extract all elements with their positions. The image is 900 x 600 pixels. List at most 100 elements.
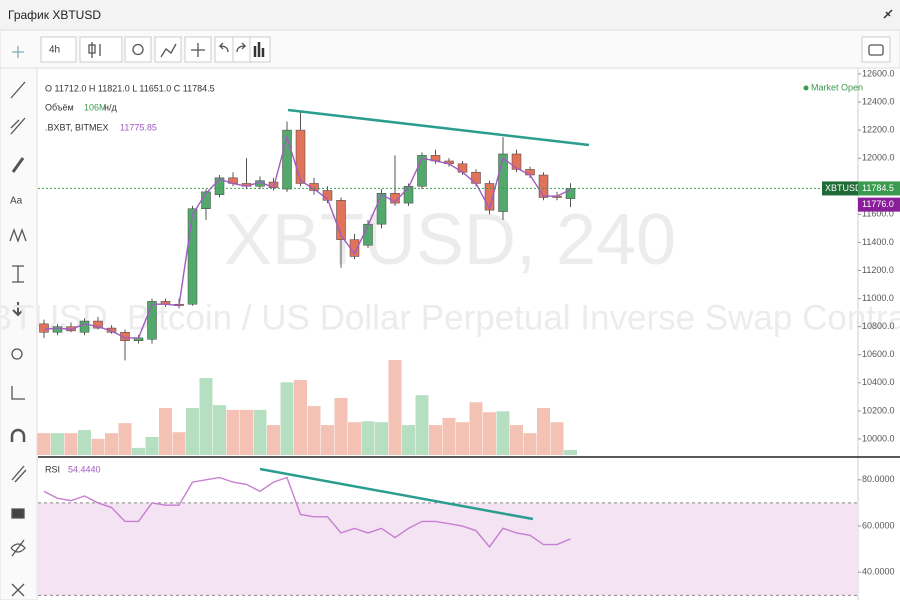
index-legend-name: .BXBT, BITMEX [45,122,109,132]
legend: O 11712.0 H 11821.0 L 11651.0 C 11784.5 … [45,82,863,474]
chart-type-button[interactable] [79,36,123,63]
candle-body [363,223,373,246]
volume-bar [105,433,118,455]
redo-button[interactable] [232,36,252,63]
y-tick-label: 11000.0 [862,293,894,303]
volume-bar [91,438,105,455]
indicators-button[interactable] [154,36,182,63]
compare-icon [191,43,205,57]
y-tick-label: 12400.0 [862,96,895,106]
volume-bar [361,421,375,455]
volume-bar [564,449,577,455]
arrow-tool[interactable] [12,302,24,317]
volume-bar [37,433,51,455]
volume-bar [402,425,415,455]
volume-bar [496,411,510,455]
rsi-line [43,476,571,548]
pattern-tool[interactable] [9,228,27,243]
measure-tool[interactable] [12,265,24,283]
candle-icon [88,42,101,58]
index-line [43,134,571,339]
volume-legend-extra: н/д [104,102,117,112]
volume-bar [118,423,132,455]
y-tick-label: 11600.0 [862,209,894,219]
pin-button[interactable] [883,9,893,19]
rsi-value: 54.4440 [68,464,101,474]
volume-bar [550,422,564,455]
index-tag [858,197,900,212]
window-title: График XBTUSD [8,8,101,22]
price-tag [858,181,900,196]
magnet-tool[interactable] [10,428,26,442]
brush-tool[interactable] [11,157,25,173]
y-tick-label: 11200.0 [862,265,894,275]
watermark-subtitle: XBTUSD, Bitcoin / US Dollar Perpetual In… [0,298,900,337]
rsi-band-group [38,502,858,596]
volume-bar [226,409,240,455]
price-tag-label: 11784.5 [862,183,894,193]
rsi-tick-label: 40.0000 [862,567,895,577]
volume-bar [253,409,267,455]
zoom-tool[interactable] [11,348,23,360]
price-trendline [287,108,590,147]
volume-bar [280,382,294,455]
candle-body [282,129,292,190]
candle-body [525,169,535,176]
volume-bar [64,433,78,455]
rsi-name: RSI [45,464,60,474]
y-tick-label: 10600.0 [862,349,895,359]
text-tool[interactable]: Aa [10,196,23,207]
remove-tool[interactable] [11,583,25,597]
volume-bar [429,425,442,455]
volume-bar [415,395,429,455]
rsi-trendline [259,467,534,521]
indicator-icon [160,43,177,58]
candle-body [538,174,549,198]
candle-body [417,155,427,187]
candle-body [471,171,481,184]
volume-legend-value: 106M [84,102,107,112]
candle-body [498,153,508,212]
volume-bar [267,425,280,455]
candle-body [93,320,103,329]
ohlc-legend: O 11712.0 H 11821.0 L 11651.0 C 11784.5 [45,83,215,93]
index-tag-label: 11776.0 [862,199,894,209]
interval: 4h [49,45,60,56]
y-tick-label: 12200.0 [862,124,895,134]
volume-bar [334,398,348,455]
stay-drawing-tool[interactable] [11,465,27,483]
candle-body [120,332,130,341]
y-tick-label: 11400.0 [862,237,894,247]
candle-body [390,193,400,204]
volume-bar [483,412,496,455]
redo-icon [236,42,247,53]
market-dot [803,85,809,91]
crosshair-tool[interactable] [12,46,24,58]
candle-body [79,320,90,333]
interval-button[interactable] [40,36,77,63]
volume-bar [294,379,307,455]
hide-tool[interactable] [10,539,26,557]
symbol-tag [822,181,858,196]
lock-tool[interactable] [11,508,25,519]
volume-bar [523,433,537,455]
settings-button[interactable] [124,36,152,63]
volume-bar [469,402,483,455]
volume-bar [537,407,550,455]
volume-bar [51,433,64,455]
volume-bar [172,432,186,455]
y-tick-label: 12600.0 [862,68,895,78]
index-legend-value: 11775.85 [120,122,157,132]
volume-bar [510,425,523,455]
undo-button[interactable] [214,36,234,63]
title-bar [0,0,900,30]
rsi-band [38,502,858,596]
volume-bar [199,378,213,455]
trendline-tool[interactable] [10,81,26,99]
volume-bar [186,407,199,455]
screenshot-button[interactable] [861,36,891,63]
magnet-chart-tool[interactable] [11,386,25,400]
volume-bar [456,422,469,455]
fib-tool[interactable] [10,117,26,135]
